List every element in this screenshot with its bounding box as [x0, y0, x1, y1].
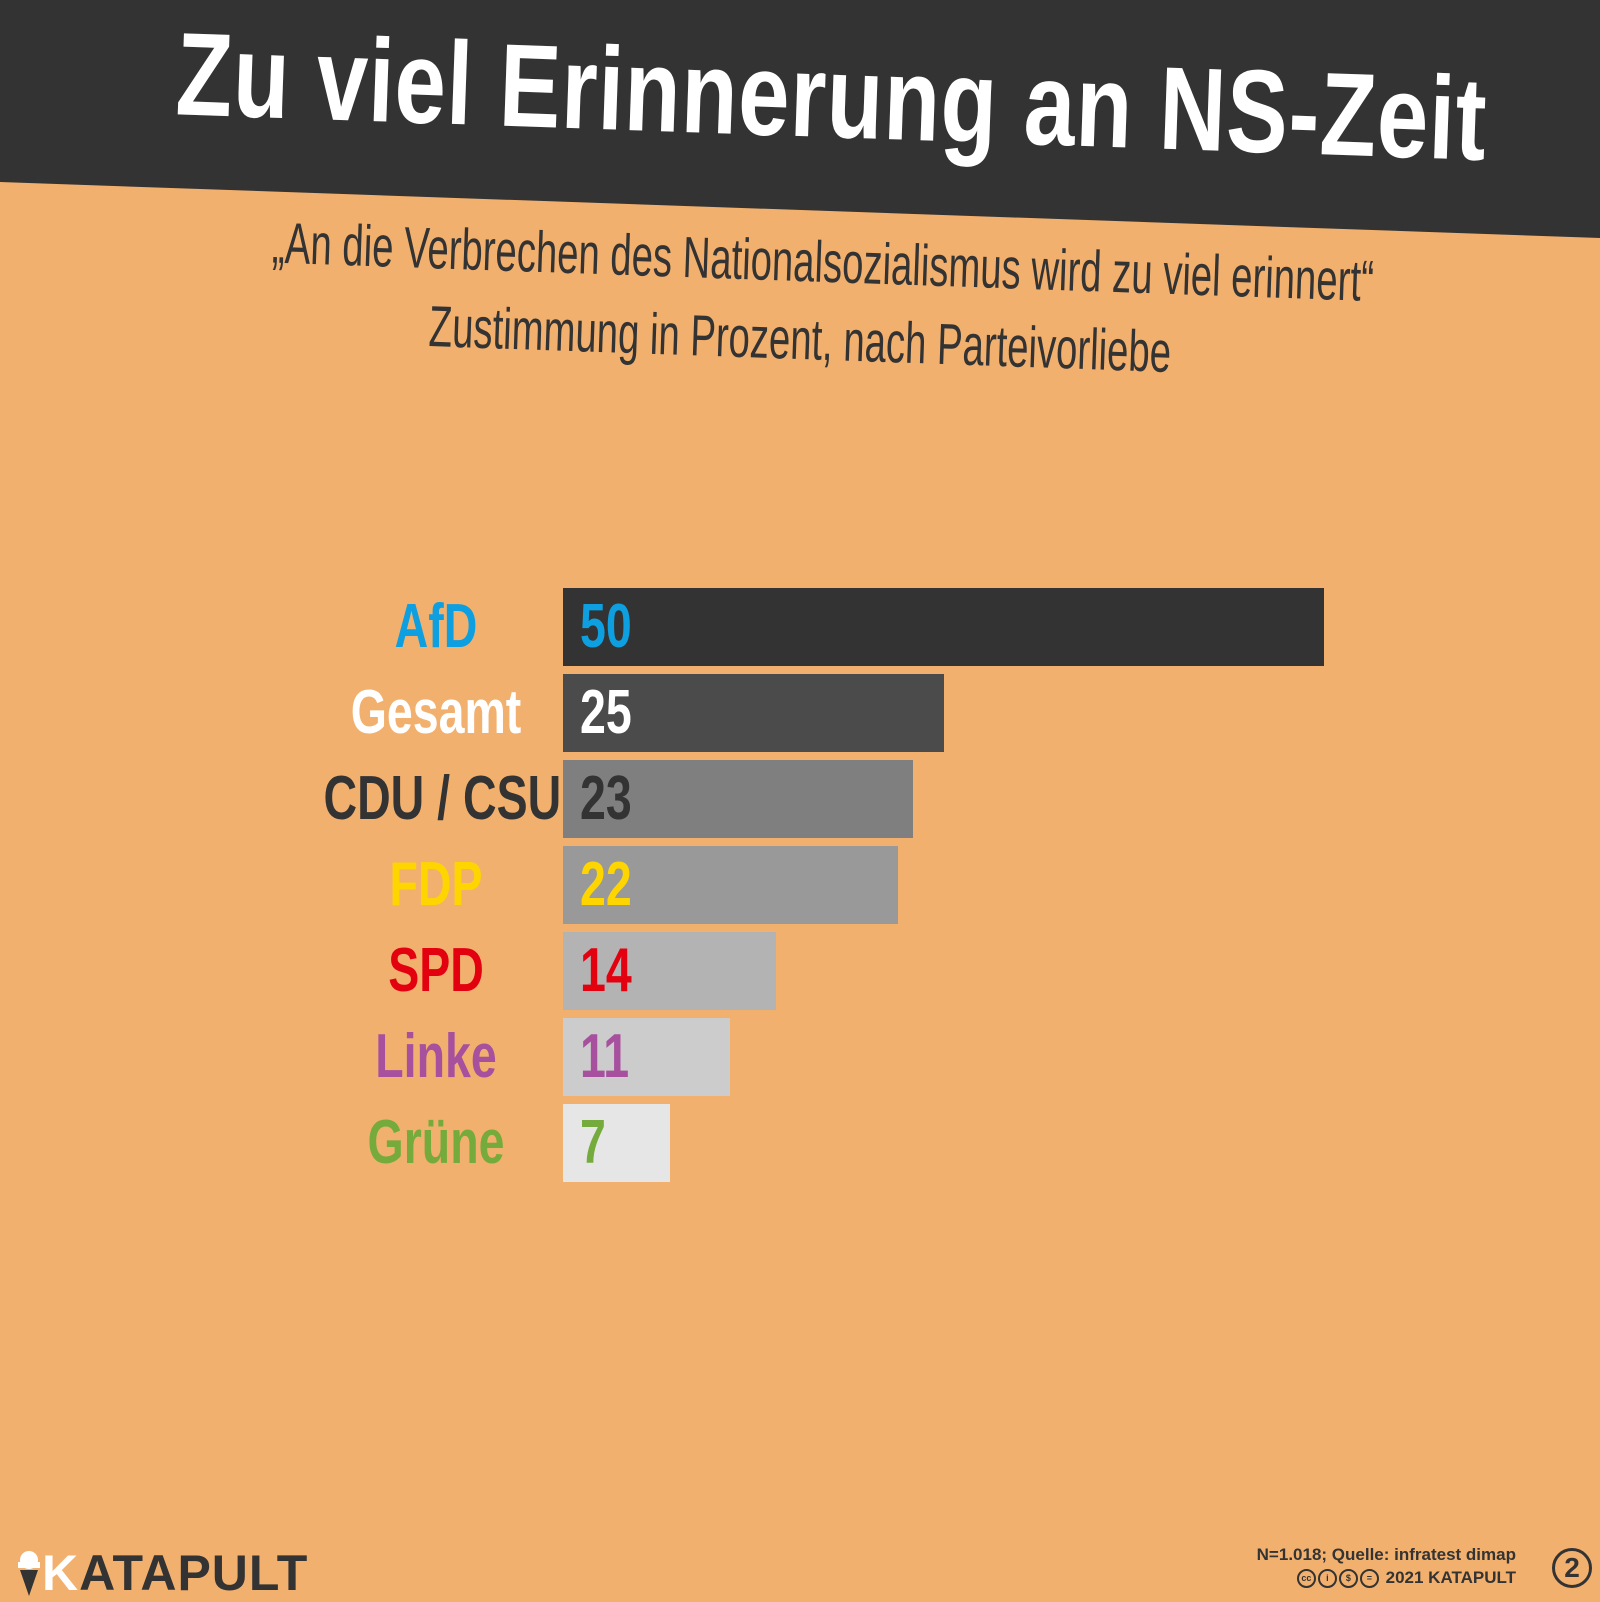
bar: [563, 588, 1324, 666]
logo-k: K: [42, 1545, 80, 1601]
ice-cream-icon: [18, 1551, 40, 1596]
cc-by-icon: i: [1317, 1569, 1337, 1589]
value-label: 50: [580, 592, 632, 661]
logo-text: ATAPULT: [79, 1545, 309, 1601]
bar: [563, 1018, 731, 1096]
category-label: SPD: [388, 936, 484, 1005]
cc-nd-icon: =: [1359, 1569, 1379, 1589]
bar: [563, 1104, 670, 1182]
bar: [563, 846, 898, 924]
category-label: Gesamt: [350, 678, 522, 747]
bar: [563, 760, 914, 838]
cc-nc-icon: $: [1338, 1569, 1358, 1589]
category-label: CDU / CSU: [323, 764, 562, 833]
source-text: N=1.018; Quelle: infratest dimap: [1256, 1545, 1516, 1564]
footer-credits: N=1.018; Quelle: infratest dimap cc i $ = 2…: [1257, 1543, 1516, 1589]
category-label: Grüne: [367, 1108, 505, 1177]
bar: [563, 932, 777, 1010]
category-label: FDP: [389, 850, 483, 919]
category-label: AfD: [394, 592, 478, 661]
category-label: Linke: [375, 1022, 497, 1091]
value-label: 25: [580, 678, 632, 747]
value-label: 7: [580, 1108, 606, 1177]
katapult-logo: KATAPULT: [16, 1544, 308, 1602]
value-label: 14: [580, 936, 632, 1005]
cc-icon: cc: [1296, 1569, 1316, 1589]
page-number: 2: [1552, 1548, 1592, 1588]
value-label: 11: [580, 1022, 630, 1091]
copyright-text: 2021 KATAPULT: [1385, 1568, 1516, 1587]
header-band: [0, 0, 1600, 238]
value-label: 22: [580, 850, 632, 919]
value-label: 23: [580, 764, 632, 833]
bar: [563, 674, 944, 752]
